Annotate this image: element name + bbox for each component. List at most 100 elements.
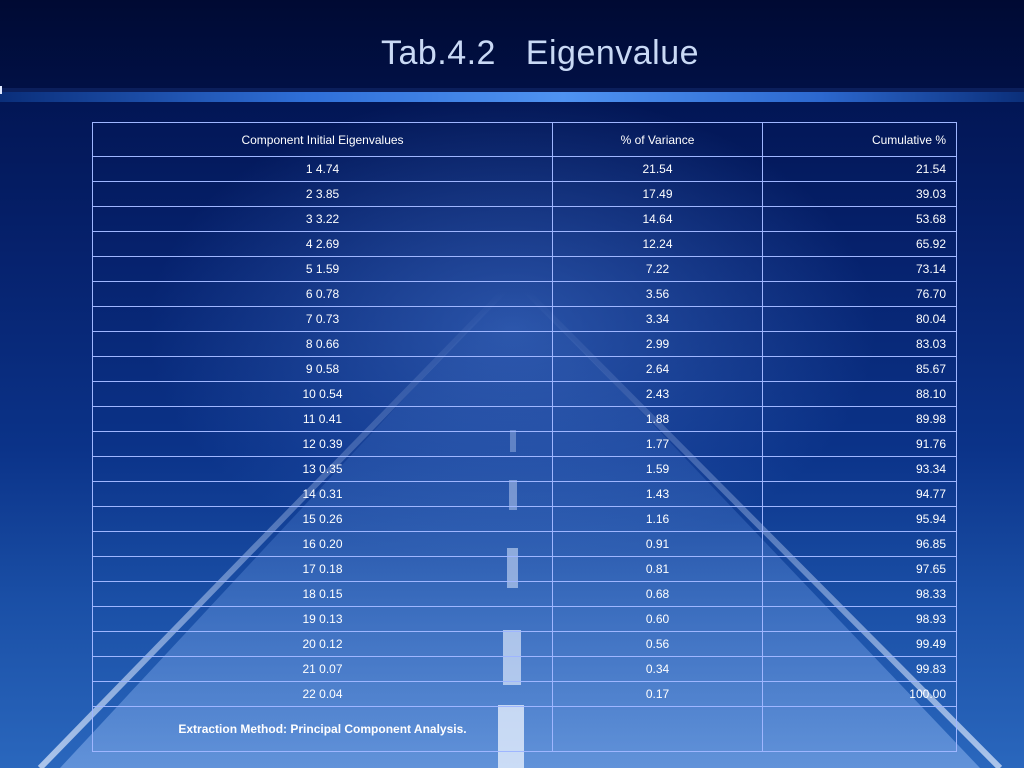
- footer-empty-cell: [552, 706, 763, 752]
- cell-percent-of-variance: 0.34: [552, 656, 763, 682]
- cell-cumulative-percent: 76.70: [762, 281, 957, 307]
- corner-tick: [0, 86, 2, 94]
- cell-cumulative-percent: 65.92: [762, 231, 957, 257]
- cell-cumulative-percent: 85.67: [762, 356, 957, 382]
- cell-component-eigenvalue: 16 0.20: [92, 531, 553, 557]
- cell-percent-of-variance: 0.17: [552, 681, 763, 707]
- table-row: 21 0.07 0.34 99.83: [92, 656, 957, 682]
- table-footer-row: Extraction Method: Principal Component A…: [92, 706, 957, 752]
- eigenvalue-table: Component Initial Eigenvalues % of Varia…: [92, 122, 957, 752]
- cell-component-eigenvalue: 13 0.35: [92, 456, 553, 482]
- header-percent-of-variance: % of Variance: [552, 122, 763, 157]
- table-row: 10 0.54 2.43 88.10: [92, 381, 957, 407]
- footer-empty-cell: [762, 706, 957, 752]
- cell-cumulative-percent: 39.03: [762, 181, 957, 207]
- cell-percent-of-variance: 2.99: [552, 331, 763, 357]
- table-row: 4 2.69 12.24 65.92: [92, 231, 957, 257]
- cell-cumulative-percent: 91.76: [762, 431, 957, 457]
- cell-percent-of-variance: 0.68: [552, 581, 763, 607]
- cell-percent-of-variance: 1.88: [552, 406, 763, 432]
- cell-component-eigenvalue: 6 0.78: [92, 281, 553, 307]
- cell-cumulative-percent: 96.85: [762, 531, 957, 557]
- slide-title: Tab.4.2 Eigenvalue: [380, 34, 700, 72]
- cell-percent-of-variance: 0.81: [552, 556, 763, 582]
- table-row: 15 0.26 1.16 95.94: [92, 506, 957, 532]
- table-row: 18 0.15 0.68 98.33: [92, 581, 957, 607]
- cell-cumulative-percent: 94.77: [762, 481, 957, 507]
- table-row: 11 0.41 1.88 89.98: [92, 406, 957, 432]
- table-row: 7 0.73 3.34 80.04: [92, 306, 957, 332]
- cell-component-eigenvalue: 11 0.41: [92, 406, 553, 432]
- table-row: 1 4.74 21.54 21.54: [92, 156, 957, 182]
- table-row: 20 0.12 0.56 99.49: [92, 631, 957, 657]
- cell-percent-of-variance: 0.91: [552, 531, 763, 557]
- table-row: 17 0.18 0.81 97.65: [92, 556, 957, 582]
- cell-component-eigenvalue: 19 0.13: [92, 606, 553, 632]
- cell-percent-of-variance: 0.56: [552, 631, 763, 657]
- table-row: 16 0.20 0.91 96.85: [92, 531, 957, 557]
- cell-component-eigenvalue: 8 0.66: [92, 331, 553, 357]
- cell-percent-of-variance: 3.34: [552, 306, 763, 332]
- cell-component-eigenvalue: 18 0.15: [92, 581, 553, 607]
- cell-component-eigenvalue: 9 0.58: [92, 356, 553, 382]
- cell-percent-of-variance: 1.59: [552, 456, 763, 482]
- table-row: 2 3.85 17.49 39.03: [92, 181, 957, 207]
- cell-component-eigenvalue: 4 2.69: [92, 231, 553, 257]
- cell-percent-of-variance: 0.60: [552, 606, 763, 632]
- header-cumulative-percent: Cumulative %: [762, 122, 957, 157]
- cell-component-eigenvalue: 7 0.73: [92, 306, 553, 332]
- cell-percent-of-variance: 7.22: [552, 256, 763, 282]
- cell-percent-of-variance: 1.43: [552, 481, 763, 507]
- table-header-row: Component Initial Eigenvalues % of Varia…: [92, 122, 957, 157]
- cell-component-eigenvalue: 20 0.12: [92, 631, 553, 657]
- cell-component-eigenvalue: 15 0.26: [92, 506, 553, 532]
- cell-cumulative-percent: 98.33: [762, 581, 957, 607]
- table-row: 3 3.22 14.64 53.68: [92, 206, 957, 232]
- cell-percent-of-variance: 12.24: [552, 231, 763, 257]
- cell-component-eigenvalue: 17 0.18: [92, 556, 553, 582]
- cell-component-eigenvalue: 12 0.39: [92, 431, 553, 457]
- title-band: [0, 0, 1024, 88]
- cell-component-eigenvalue: 14 0.31: [92, 481, 553, 507]
- cell-component-eigenvalue: 5 1.59: [92, 256, 553, 282]
- cell-cumulative-percent: 53.68: [762, 206, 957, 232]
- table-row: 12 0.39 1.77 91.76: [92, 431, 957, 457]
- cell-cumulative-percent: 80.04: [762, 306, 957, 332]
- title-divider-bar: [0, 92, 1024, 102]
- cell-component-eigenvalue: 10 0.54: [92, 381, 553, 407]
- cell-percent-of-variance: 1.16: [552, 506, 763, 532]
- table-row: 9 0.58 2.64 85.67: [92, 356, 957, 382]
- header-component-initial-eigenvalues: Component Initial Eigenvalues: [92, 122, 553, 157]
- cell-cumulative-percent: 83.03: [762, 331, 957, 357]
- cell-cumulative-percent: 97.65: [762, 556, 957, 582]
- table-row: 8 0.66 2.99 83.03: [92, 331, 957, 357]
- cell-percent-of-variance: 17.49: [552, 181, 763, 207]
- table-row: 14 0.31 1.43 94.77: [92, 481, 957, 507]
- cell-cumulative-percent: 100.00: [762, 681, 957, 707]
- table-row: 13 0.35 1.59 93.34: [92, 456, 957, 482]
- cell-cumulative-percent: 98.93: [762, 606, 957, 632]
- cell-component-eigenvalue: 21 0.07: [92, 656, 553, 682]
- cell-component-eigenvalue: 3 3.22: [92, 206, 553, 232]
- cell-cumulative-percent: 73.14: [762, 256, 957, 282]
- table-row: 22 0.04 0.17 100.00: [92, 681, 957, 707]
- cell-cumulative-percent: 89.98: [762, 406, 957, 432]
- cell-percent-of-variance: 1.77: [552, 431, 763, 457]
- cell-cumulative-percent: 88.10: [762, 381, 957, 407]
- cell-cumulative-percent: 21.54: [762, 156, 957, 182]
- cell-component-eigenvalue: 2 3.85: [92, 181, 553, 207]
- cell-percent-of-variance: 21.54: [552, 156, 763, 182]
- cell-percent-of-variance: 2.64: [552, 356, 763, 382]
- table-row: 5 1.59 7.22 73.14: [92, 256, 957, 282]
- cell-cumulative-percent: 95.94: [762, 506, 957, 532]
- cell-cumulative-percent: 99.49: [762, 631, 957, 657]
- cell-percent-of-variance: 3.56: [552, 281, 763, 307]
- table-row: 6 0.78 3.56 76.70: [92, 281, 957, 307]
- cell-component-eigenvalue: 22 0.04: [92, 681, 553, 707]
- cell-cumulative-percent: 99.83: [762, 656, 957, 682]
- cell-percent-of-variance: 2.43: [552, 381, 763, 407]
- cell-cumulative-percent: 93.34: [762, 456, 957, 482]
- cell-component-eigenvalue: 1 4.74: [92, 156, 553, 182]
- table-row: 19 0.13 0.60 98.93: [92, 606, 957, 632]
- extraction-method-note: Extraction Method: Principal Component A…: [92, 706, 553, 752]
